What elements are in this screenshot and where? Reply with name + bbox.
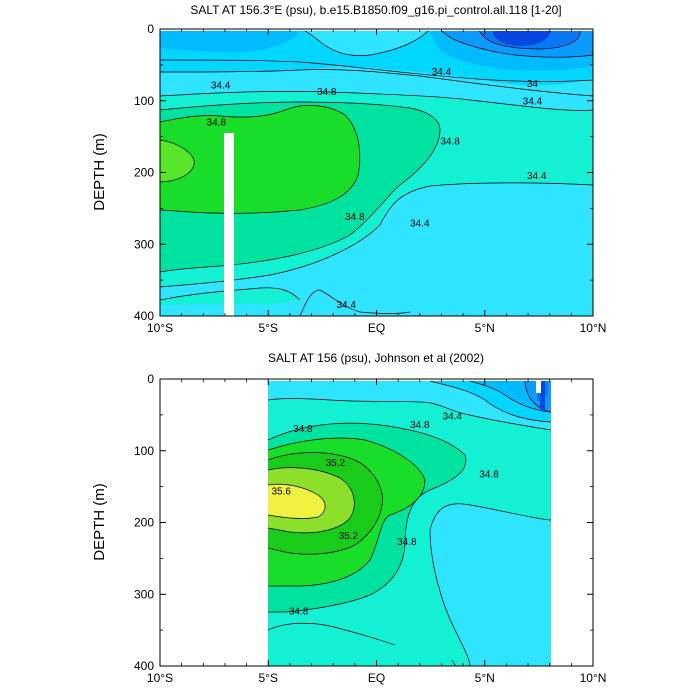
- top-contour-g: [160, 139, 195, 183]
- bottom-y-tick-label: 100: [134, 444, 154, 458]
- top-y-tick-label: 200: [134, 166, 154, 180]
- bottom-contour-label: 34.8: [293, 424, 313, 435]
- bottom-panel: SALT AT 156 (psu), Johnson et al (2002) …: [91, 351, 606, 685]
- bottom-fill-fresh-spike-c: [545, 381, 548, 396]
- top-contour-label: 34.4: [432, 67, 452, 78]
- top-contour-j: [439, 29, 593, 58]
- bottom-contour-label: 35.2: [339, 531, 359, 542]
- top-fill-band-35_2: [160, 140, 195, 182]
- bottom-fill-fresh-spike: [540, 381, 545, 411]
- bottom-contour-e: [267, 483, 326, 519]
- top-contour-label: 34.4: [211, 81, 231, 92]
- top-contour-label: 34: [527, 79, 539, 90]
- bottom-surface-gap: [268, 379, 551, 381]
- bottom-contour-label: 34.8: [410, 420, 430, 431]
- top-y-tick-label: 100: [134, 94, 154, 108]
- bottom-contour-label: 34.4: [443, 411, 463, 422]
- bottom-contour-k: [267, 622, 396, 646]
- bottom-contour-label: 35.2: [326, 458, 346, 469]
- top-y-axis-label: DEPTH (m): [91, 133, 108, 211]
- bottom-contour-a: [267, 422, 467, 613]
- top-contour-l: [299, 289, 411, 316]
- bottom-x-tick-label: 5°S: [259, 671, 278, 685]
- bottom-contour-g: [429, 503, 552, 666]
- top-contour-label: 34.4: [527, 171, 547, 182]
- bottom-fill-band-34_4-east: [430, 503, 551, 666]
- top-fill-fresh-patch: [160, 29, 300, 52]
- bottom-y-axis-label: DEPTH (m): [91, 483, 108, 561]
- bottom-x-tick-label: 5°N: [475, 671, 495, 685]
- top-fill-band-35_0: [160, 105, 360, 214]
- top-contour-label: 34.8: [440, 137, 460, 148]
- top-contour-d: [160, 101, 441, 273]
- top-contour-label: 34.4: [410, 218, 430, 229]
- top-salinity-field: [160, 29, 593, 316]
- top-x-tick-label: 10°S: [147, 321, 173, 335]
- top-x-tick-label: EQ: [368, 321, 385, 335]
- bottom-surface-gap-spike: [536, 379, 541, 393]
- top-contour-label: 34.8: [317, 87, 337, 98]
- top-panel: SALT AT 156.3°E (psu), b.e15.B1850.f09_g…: [91, 3, 606, 335]
- top-y-tick-label: 300: [134, 237, 154, 251]
- top-contour-labels: 34.4 34 34.4 34.4 34.8 34.8 34.8 34.4 34.8 34.4 34…: [207, 67, 547, 311]
- top-contour-h: [160, 287, 301, 301]
- bottom-contour-label: 34.8: [289, 606, 309, 617]
- bottom-contour-d: [267, 467, 355, 534]
- bottom-contour-b: [267, 437, 426, 587]
- top-missing-data-strip: [224, 133, 234, 316]
- top-contour-label: 34.8: [345, 212, 365, 223]
- bottom-x-tick-label: 10°S: [147, 671, 173, 685]
- top-contour-i: [299, 29, 431, 56]
- top-contour-k: [477, 29, 581, 50]
- top-contour-label: 34.8: [207, 117, 227, 128]
- top-axes: 10°S 5°S EQ 5°N 10°N 0 100 200 300 400: [134, 22, 606, 335]
- bottom-y-tick-label: 200: [134, 516, 154, 530]
- bottom-contour-label: 35.6: [272, 487, 292, 498]
- top-y-tick-label: 400: [134, 309, 154, 323]
- top-contour-label: 34.4: [336, 300, 356, 311]
- bottom-contour-f: [267, 398, 552, 431]
- top-fill-mid-patch: [300, 29, 430, 56]
- top-x-tick-label: 5°S: [259, 321, 278, 335]
- bottom-y-tick-label: 0: [147, 372, 154, 386]
- bottom-y-tick-label: 400: [134, 659, 154, 673]
- bottom-x-tick-label: 10°N: [580, 671, 607, 685]
- bottom-x-tick-label: EQ: [368, 671, 385, 685]
- bottom-axes: 10°S 5°S EQ 5°N 10°N 0 100 200 300 400: [134, 372, 606, 685]
- top-contour-c: [160, 91, 593, 111]
- bottom-contour-label: 34.8: [479, 469, 499, 480]
- bottom-fill-no-data-east: [551, 379, 593, 666]
- bottom-contour-labels: 34.4 34.8 34.8 35.2 34.8 35.6 35.2 34.8 34.8: [272, 411, 500, 617]
- top-title: SALT AT 156.3°E (psu), b.e15.B1850.f09_g…: [190, 3, 561, 17]
- bottom-contour-c: [267, 452, 383, 555]
- bottom-contour-i: [469, 380, 552, 413]
- bottom-contour-label: 34.8: [397, 537, 417, 548]
- top-x-tick-label: 5°N: [475, 321, 495, 335]
- top-contour-a: [160, 59, 593, 82]
- top-contour-e: [160, 105, 361, 214]
- top-fill-band-33_4: [493, 29, 552, 46]
- bottom-contour-h: [429, 380, 552, 423]
- top-contour-b: [160, 69, 593, 97]
- bottom-title: SALT AT 156 (psu), Johnson et al (2002): [268, 351, 484, 365]
- bottom-fill-band-35_6: [268, 484, 326, 519]
- top-y-tick-label: 0: [147, 22, 154, 36]
- bottom-y-tick-label: 300: [134, 587, 154, 601]
- bottom-salinity-field: [160, 379, 593, 666]
- top-x-tick-label: 10°N: [580, 321, 607, 335]
- top-contour-label: 34.4: [523, 96, 543, 107]
